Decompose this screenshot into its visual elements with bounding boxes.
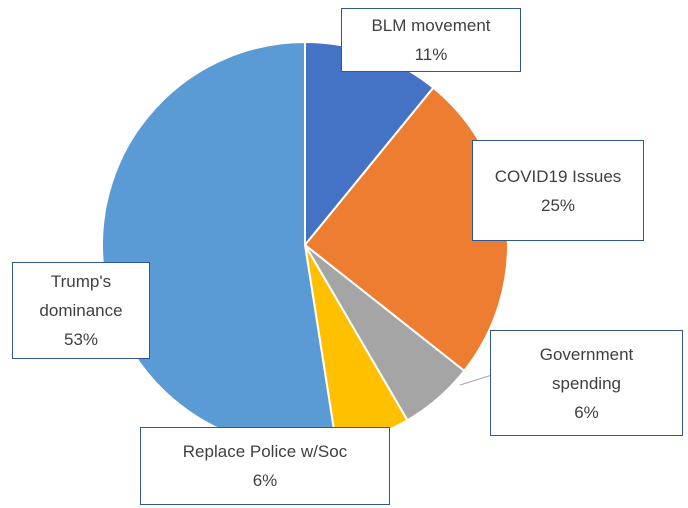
data-label: Replace Police w/Soc 6% [140, 427, 390, 505]
data-label: BLM movement 11% [341, 8, 521, 72]
category-label: Trump's dominance [39, 272, 123, 320]
category-label: Government spending [539, 344, 634, 393]
category-label: Replace Police w/Soc [182, 442, 348, 461]
category-label: BLM movement [371, 16, 491, 35]
value-label: 6% [252, 471, 278, 490]
value-label: 6% [574, 402, 599, 422]
data-label: Government spending 6% [490, 330, 683, 436]
data-label: COVID19 Issues 25% [472, 140, 644, 241]
leader-line [459, 374, 493, 386]
category-label: COVID19 Issues [494, 166, 622, 186]
value-label: 25% [540, 195, 576, 215]
pie-slice [101, 40, 338, 449]
data-label: Trump's dominance 53% [12, 262, 150, 359]
value-label: 11% [414, 45, 448, 64]
value-label: 53% [63, 330, 99, 349]
